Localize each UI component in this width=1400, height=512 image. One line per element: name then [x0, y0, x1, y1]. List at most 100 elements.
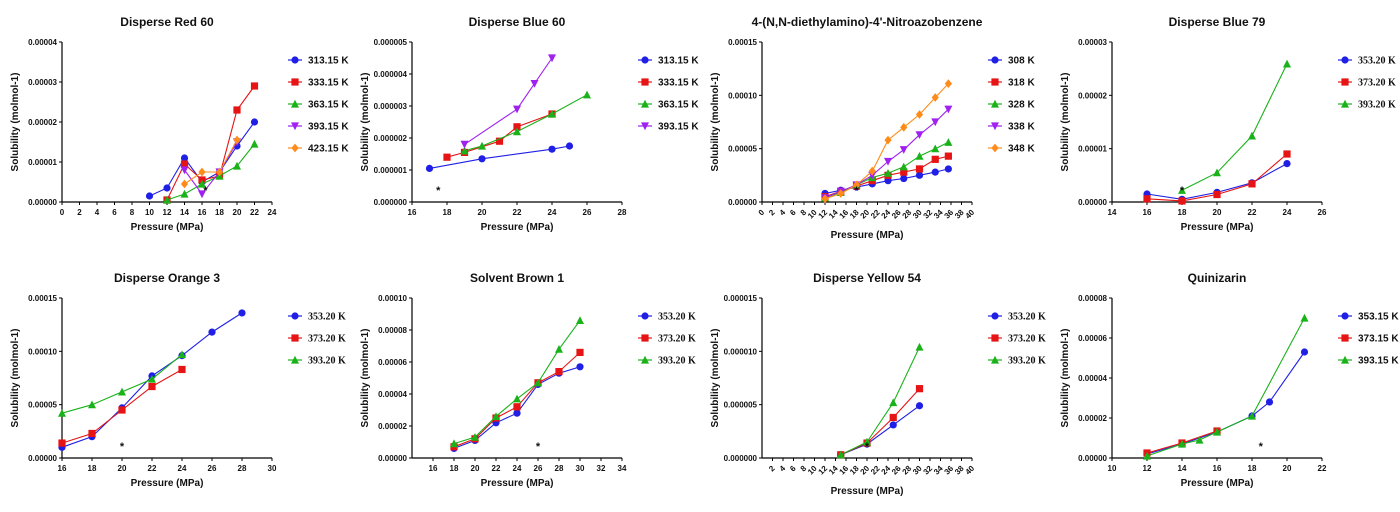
data-point [180, 160, 189, 168]
y-tick-label: 0.00000 [728, 198, 757, 207]
data-point [548, 109, 556, 118]
legend-label: 373.20 K [1358, 78, 1396, 89]
legend-label: 348 K [1008, 144, 1035, 155]
chart-title: Disperse Yellow 54 [813, 271, 921, 285]
legend-label: 393.20 K [308, 356, 346, 367]
legend-marker [991, 143, 999, 153]
data-point [944, 79, 952, 88]
data-point [492, 412, 500, 420]
x-tick-label: 4 [95, 208, 100, 217]
x-tick-label: 6 [112, 208, 117, 217]
data-point [180, 189, 189, 198]
series-line [840, 346, 920, 456]
legend-marker [291, 122, 299, 131]
data-point [198, 179, 206, 188]
legend-marker [641, 334, 649, 342]
y-tick-label: 0.00000 [378, 454, 407, 463]
chart-panel-1: Disperse Red 600 2 4 6 8 10 12 14 16 18 20 22 240.00… [10, 15, 349, 233]
x-tick-label: 26 [1318, 208, 1327, 217]
series-3 [460, 90, 591, 155]
data-point [915, 110, 924, 119]
data-point [163, 195, 171, 204]
chart-title: Quinizarin [1188, 271, 1247, 285]
data-point [450, 439, 458, 448]
series-line [184, 139, 238, 185]
y-tick-label: 0.00004 [1078, 374, 1107, 383]
x-tick-label: 10 [145, 208, 154, 217]
x-tick-label: 18 [1178, 208, 1187, 217]
legend-label: 393.15 K [658, 122, 699, 133]
series-5 [821, 79, 952, 204]
data-point [1213, 168, 1221, 177]
y-tick-label: 0.000004 [374, 70, 408, 79]
x-tick-label: 14 [1108, 208, 1117, 217]
data-point [899, 146, 908, 154]
x-tick-label: 12 [1143, 464, 1152, 473]
significance-marker: * [854, 185, 859, 197]
data-point [915, 402, 924, 410]
y-tick-label: 0.00006 [378, 358, 407, 367]
series-3 [58, 350, 186, 417]
y-tick-label: 0.00015 [728, 38, 757, 47]
legend-label: 373.15 K [1358, 334, 1399, 345]
x-tick-label: 16 [429, 464, 438, 473]
legend-label: 333.15 K [658, 78, 699, 89]
data-point [915, 342, 924, 351]
data-point [178, 350, 186, 359]
x-tick-label: 16 [1213, 464, 1222, 473]
y-tick-label: 0.00002 [28, 118, 57, 127]
x-tick-label: 6 [788, 207, 798, 217]
data-point [1248, 180, 1256, 188]
chart-panel-7: Disperse Yellow 542 4 6 8101214161820222426… [710, 271, 1046, 497]
y-axis-label: Solubility (molmol-1) [10, 329, 21, 428]
legend-label: 393.15 K [1358, 356, 1399, 367]
data-point [889, 413, 897, 422]
legend-label: 308 K [1008, 56, 1035, 67]
legend-label: 363.15 K [308, 100, 349, 111]
x-tick-label: 24 [548, 208, 557, 217]
data-point [180, 166, 189, 175]
x-tick-label: 16 [408, 208, 417, 217]
x-tick-label: 16 [1143, 208, 1152, 217]
series-line [464, 57, 553, 145]
legend-label: 313.15 K [308, 56, 349, 67]
x-tick-label: 18 [1248, 464, 1257, 473]
series-2 [58, 365, 186, 447]
series-5 [180, 135, 241, 189]
legend-marker [641, 99, 649, 108]
y-axis-label: Solubility (molmol-1) [710, 329, 721, 428]
y-axis-label: Solubility (molmol-1) [360, 329, 371, 428]
legend-label: 393.20 K [1008, 356, 1046, 367]
data-point [863, 437, 871, 446]
series-line [453, 320, 581, 445]
y-tick-label: 0.000005 [374, 38, 408, 47]
series-line [824, 108, 949, 199]
data-point [576, 348, 584, 356]
series-3 [1178, 59, 1291, 194]
series-3 [836, 342, 924, 459]
data-point [1143, 451, 1151, 460]
data-point [944, 138, 953, 146]
significance-marker: * [1180, 185, 1185, 197]
data-point [852, 180, 861, 190]
significance-marker: * [1259, 441, 1264, 453]
data-point [868, 166, 876, 176]
chart-title: Disperse Blue 60 [469, 15, 566, 29]
data-point [915, 171, 924, 179]
data-point [889, 398, 898, 407]
chart-panel-3: 4-(N,N-diethylamino)-4'-Nitroazobenzene 0… [710, 15, 1035, 241]
significance-marker: * [203, 185, 208, 197]
chart-panel-5: Disperse Orange 3 16 18 20 22 24 26 28 30 0.00000… [10, 271, 346, 489]
x-tick-label: 28 [618, 208, 627, 217]
legend-marker [991, 312, 999, 320]
x-tick-label: 4 [778, 207, 788, 217]
y-axis-label: Solubility (molmol-1) [1060, 329, 1071, 428]
x-tick-label: 6 [788, 463, 798, 473]
data-point [148, 374, 156, 383]
y-tick-label: 0.000015 [724, 294, 758, 303]
legend-marker [991, 122, 999, 131]
x-axis-label: Pressure (MPa) [481, 222, 554, 233]
data-point [931, 93, 939, 102]
y-axis-label: Solubility (molmol-1) [360, 73, 371, 172]
data-point [495, 137, 504, 145]
